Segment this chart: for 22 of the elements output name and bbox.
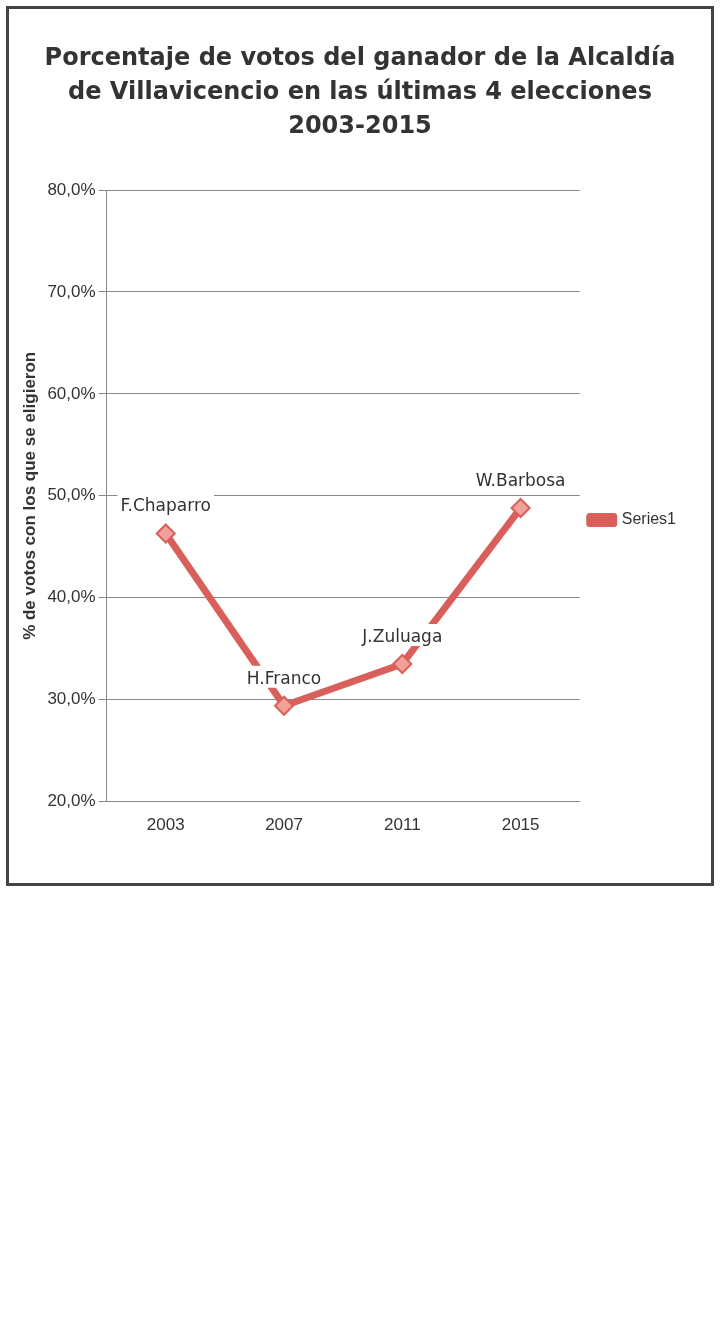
y-tick-label: 30,0%	[47, 689, 96, 709]
x-tick-label: 2015	[501, 815, 540, 835]
annotation: F.Chaparro	[120, 495, 211, 516]
chart-title: Porcentaje de votos del ganador de la Alcaldía de Villavicencio en las últimas 4 elecciones 2003-2015	[43, 42, 677, 141]
y-tick-label: 40,0%	[47, 587, 96, 607]
x-tick-label: 2011	[384, 815, 421, 835]
y-tick-label: 20,0%	[47, 791, 96, 811]
x-tick-label: 2007	[265, 815, 303, 835]
y-tick-label: 50,0%	[47, 485, 96, 505]
annotation: H.Franco	[246, 667, 322, 688]
annotation: J.Zuluaga	[361, 625, 443, 646]
y-tick-label: 80,0%	[47, 179, 96, 199]
legend-label: Series1	[621, 510, 677, 528]
x-tick-label: 2003	[146, 815, 185, 835]
y-tick-label: 60,0%	[47, 383, 96, 403]
point	[274, 695, 295, 716]
point	[392, 653, 413, 674]
point	[155, 523, 176, 544]
annotation: W.Barbosa	[475, 469, 566, 490]
y-tick-label: 70,0%	[47, 281, 96, 301]
y-axis-title: % de votos con los que se eligieron	[19, 351, 39, 640]
point	[510, 498, 531, 519]
